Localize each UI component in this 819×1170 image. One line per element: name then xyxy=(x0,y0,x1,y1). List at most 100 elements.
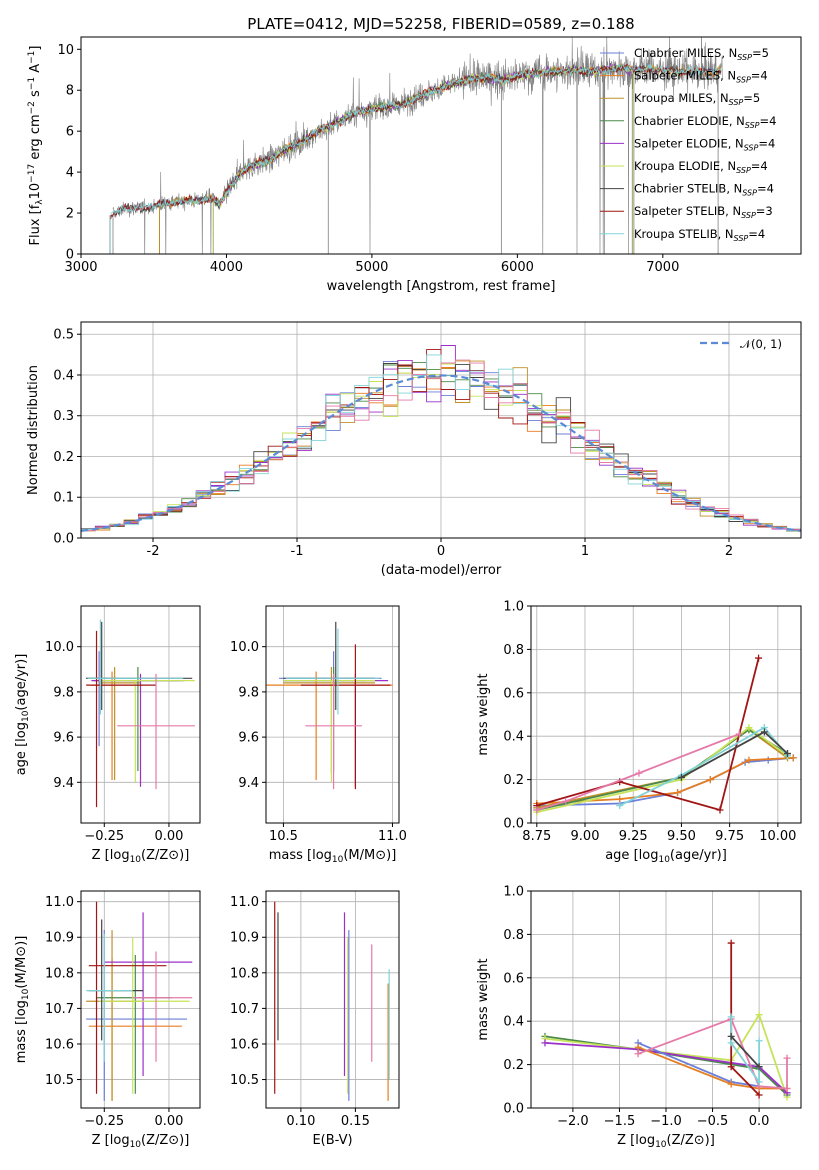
y-tick-label: 10.7 xyxy=(45,1002,74,1017)
axes-frame xyxy=(80,605,201,824)
y-tick-label: 10.9 xyxy=(230,931,259,946)
y-tick-label: 0.2 xyxy=(53,450,74,465)
x-tick-label: 0.15 xyxy=(341,1114,370,1129)
x-tick-label: -1 xyxy=(291,544,304,559)
point-marker xyxy=(760,728,768,736)
y-axis-label: mass weight xyxy=(476,958,491,1040)
x-tick-label: 0.00 xyxy=(154,829,183,844)
y-tick-label: 0.4 xyxy=(53,368,74,383)
normal-curve xyxy=(81,374,801,532)
point-marker xyxy=(674,789,682,797)
model-kroupa_elodie xyxy=(213,64,635,208)
series-salpeter_miles xyxy=(536,757,794,805)
spectrum-panel: 3000 4000 5000 6000 7000 0 2 4 6 8 10 wavelength [A… xyxy=(27,15,802,294)
x-tick-label: 3000 xyxy=(64,260,97,275)
legend-entry: Salpeter STELIB, NSSP=3 xyxy=(634,204,773,220)
y-tick-label: 0.1 xyxy=(53,491,74,506)
weight_vs_Z-panel: −2.0 −1.5 −1.0 −0.5 0.0 0.0 0.2 0.4 0.6 0.8 1.0 Z [… xyxy=(476,885,802,1150)
x-axis-label: (data-model)/error xyxy=(381,563,502,578)
weight_vs_age-panel: 8.75 9.00 9.25 9.50 9.75 10.00 0.0 0.2 0.4 0.6 0.8… xyxy=(476,600,802,865)
mass_vs_ebv-panel: 0.10 0.15 10.5 10.6 10.7 10.8 10.9 11.0 E(B-V) xyxy=(230,890,400,1148)
x-tick-label: 7000 xyxy=(646,260,679,275)
y-tick-label: 0.0 xyxy=(53,532,74,547)
y-tick-label: 10.7 xyxy=(230,1002,259,1017)
series-chabrier_elodie xyxy=(544,1035,788,1096)
point-marker xyxy=(541,1039,549,1047)
y-tick-label: 10.6 xyxy=(230,1037,259,1052)
x-tick-label: −1.0 xyxy=(650,1114,682,1129)
y-axis-label: Normed distribution xyxy=(26,365,41,495)
axes-frame xyxy=(265,605,400,824)
y-tick-label: 1.0 xyxy=(503,885,524,900)
x-tick-label: 11.0 xyxy=(378,829,407,844)
point-marker xyxy=(727,1039,735,1047)
legend-entry: 𝒩(0, 1) xyxy=(740,337,782,351)
x-tick-label: 0.0 xyxy=(749,1114,770,1129)
legend-entry: Salpeter MILES, NSSP=4 xyxy=(634,69,768,85)
y-tick-label: 0.0 xyxy=(503,817,524,832)
point-marker xyxy=(783,1054,791,1062)
series-salpeter_elodie xyxy=(544,1042,788,1094)
x-tick-label: 0 xyxy=(437,544,445,559)
y-tick-label: 0 xyxy=(66,248,74,263)
legend-entry: Chabrier ELODIE, NSSP=4 xyxy=(634,114,776,130)
legend-entry: Chabrier STELIB, NSSP=4 xyxy=(634,182,774,198)
x-tick-label: −1.5 xyxy=(604,1114,636,1129)
axes-frame xyxy=(265,890,400,1109)
series-kroupa_elodie xyxy=(536,726,789,813)
x-tick-label: −0.25 xyxy=(84,1114,124,1129)
point-marker xyxy=(616,795,624,803)
y-tick-label: 9.8 xyxy=(53,685,74,700)
y-tick-label: 0.6 xyxy=(503,971,524,986)
series-salpeter_miles xyxy=(637,1046,787,1090)
model-salpeter_stelib xyxy=(109,63,722,220)
y-tick-label: 6 xyxy=(66,125,74,140)
point-marker xyxy=(727,1013,735,1021)
point-marker xyxy=(727,1032,735,1040)
mass_vs_Z-panel: −0.25 0.00 10.5 10.6 10.7 10.8 10.9 11.0 Z [log1… xyxy=(14,890,201,1150)
legend: Chabrier MILES, NSSP=5 Salpeter MILES, NS… xyxy=(600,46,776,243)
axes-frame xyxy=(80,321,802,539)
point-marker xyxy=(745,756,753,764)
series-kroupa_stelib xyxy=(730,1016,760,1085)
y-axis-label: mass weight xyxy=(476,673,491,755)
y-tick-label: 0.4 xyxy=(503,1015,524,1030)
y-axis-label: mass [log10(M/M⊙)] xyxy=(14,936,31,1064)
x-axis-label: Z [log10(Z/Z⊙)] xyxy=(92,1133,190,1150)
x-tick-label: −0.5 xyxy=(697,1114,729,1129)
legend-entry: Kroupa STELIB, NSSP=4 xyxy=(634,227,765,243)
y-tick-label: 11.0 xyxy=(45,895,74,910)
x-tick-label: 6000 xyxy=(501,260,534,275)
y-tick-label: 4 xyxy=(66,166,74,181)
y-tick-label: 0.8 xyxy=(503,643,524,658)
point-marker xyxy=(755,1011,763,1019)
age_vs_mass-panel: 10.5 11.0 9.4 9.6 9.8 10.0 mass [log10(M/M⊙)] xyxy=(230,605,407,865)
point-marker xyxy=(616,802,624,810)
errorbars xyxy=(274,901,390,1101)
x-tick-label: 10.00 xyxy=(759,829,796,844)
point-marker xyxy=(783,1084,791,1092)
x-tick-label: 0.10 xyxy=(286,1114,315,1129)
x-axis-label: mass [log10(M/M⊙)] xyxy=(269,848,397,865)
y-tick-label: 0.0 xyxy=(503,1102,524,1117)
axes-frame xyxy=(530,890,802,1109)
y-tick-label: 2 xyxy=(66,207,74,222)
errorbars xyxy=(266,621,393,790)
y-tick-label: 9.4 xyxy=(53,776,74,791)
legend-entry: Kroupa MILES, NSSP=5 xyxy=(634,91,760,107)
series-pink xyxy=(536,733,740,811)
point-marker xyxy=(634,1043,642,1051)
x-tick-label: 9.25 xyxy=(619,829,648,844)
y-tick-label: 1.0 xyxy=(503,600,524,615)
point-marker xyxy=(755,1037,763,1045)
y-tick-label: 0.2 xyxy=(503,773,524,788)
x-tick-label: −0.25 xyxy=(84,829,124,844)
spectrum-lines xyxy=(109,37,723,254)
y-tick-label: 0.3 xyxy=(53,409,74,424)
y-tick-label: 9.6 xyxy=(238,731,259,746)
model-chabrier_elodie xyxy=(213,64,635,207)
axes-frame xyxy=(530,605,802,824)
point-marker xyxy=(755,654,763,662)
x-tick-label: 4000 xyxy=(210,260,243,275)
